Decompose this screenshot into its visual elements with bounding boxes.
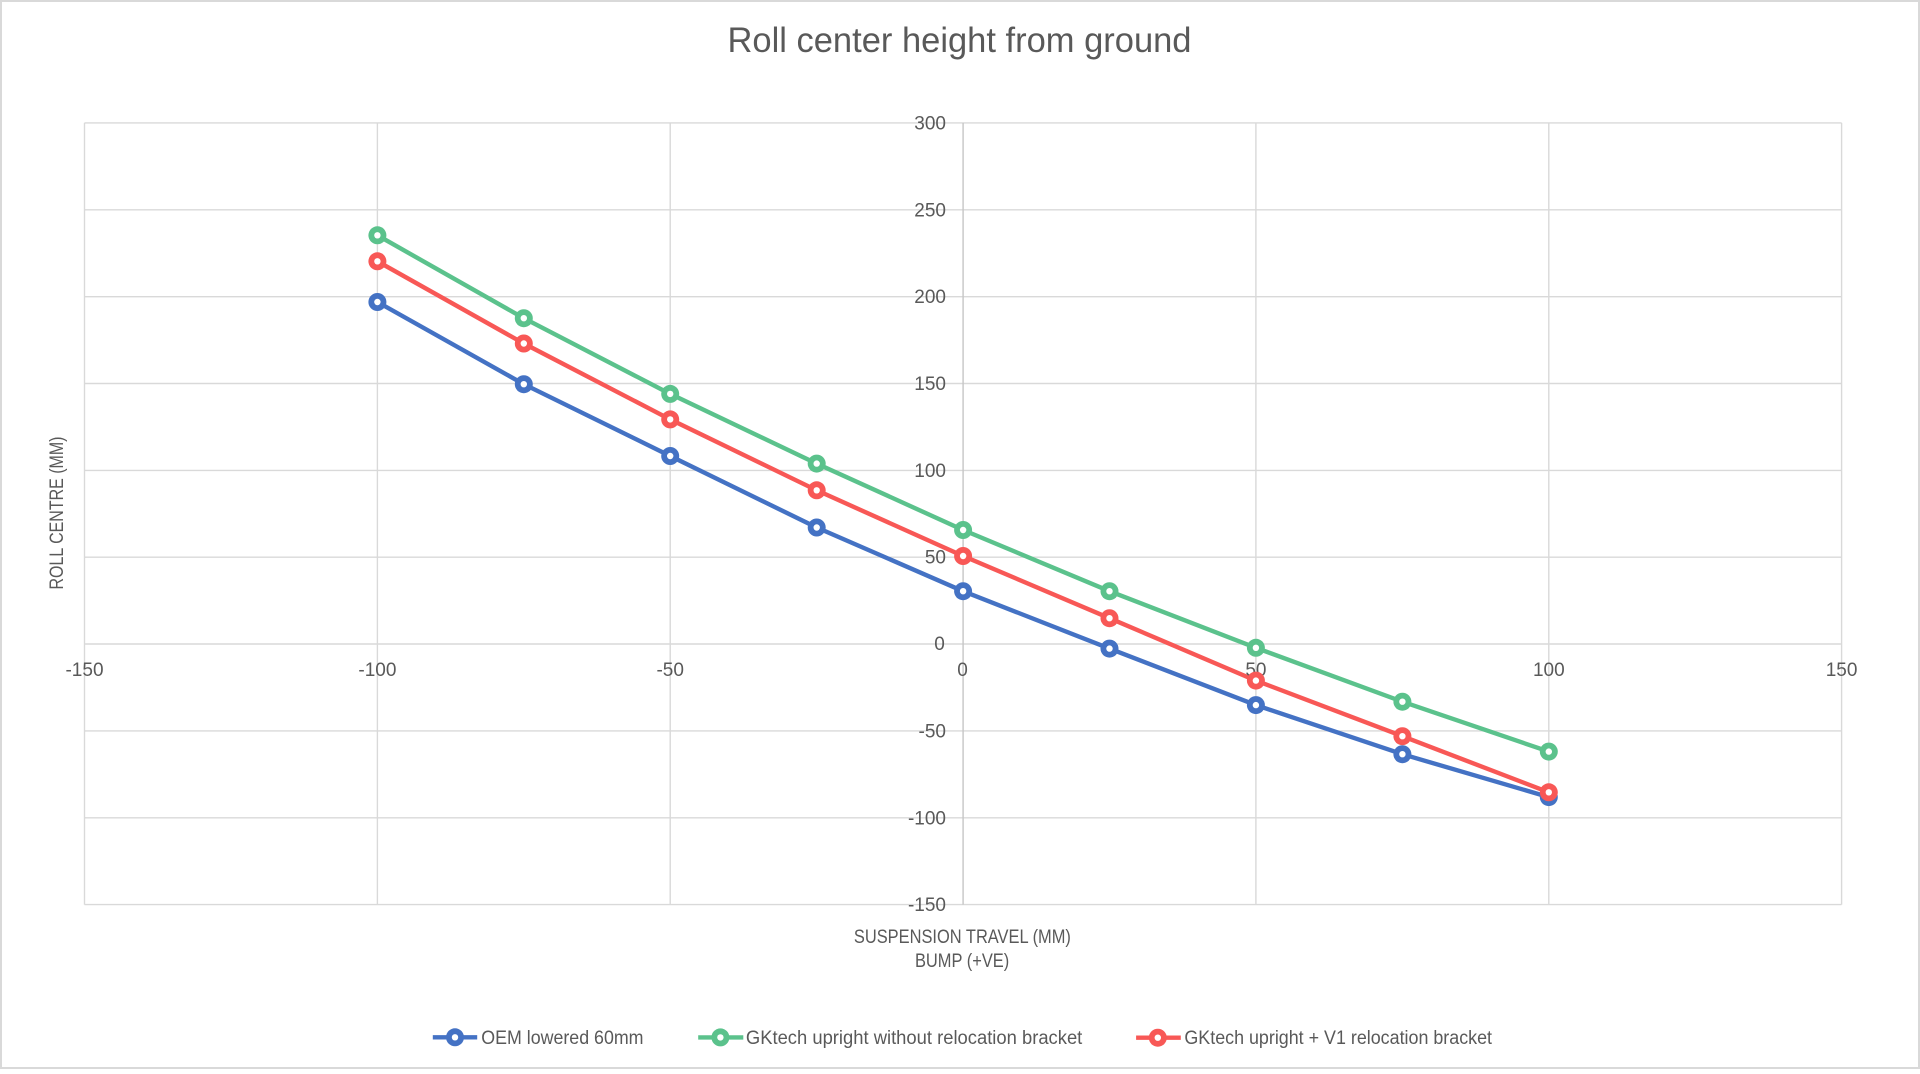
svg-text:-150: -150 <box>908 895 946 916</box>
svg-text:-100: -100 <box>358 660 396 681</box>
svg-text:-100: -100 <box>908 808 946 829</box>
svg-text:BUMP (+VE): BUMP (+VE) <box>915 950 1009 972</box>
svg-text:100: 100 <box>914 461 946 482</box>
svg-text:-50: -50 <box>656 660 683 681</box>
svg-text:100: 100 <box>1533 660 1565 681</box>
svg-text:-50: -50 <box>919 721 946 742</box>
svg-text:250: 250 <box>914 200 946 221</box>
svg-text:-150: -150 <box>65 660 103 681</box>
svg-text:50: 50 <box>925 548 946 569</box>
svg-text:GKtech upright + V1 relocation: GKtech upright + V1 relocation bracket <box>1184 1028 1492 1049</box>
svg-text:0: 0 <box>934 634 945 655</box>
svg-text:200: 200 <box>914 287 946 308</box>
svg-text:ROLL CENTRE (MM): ROLL CENTRE (MM) <box>46 437 68 590</box>
svg-text:150: 150 <box>914 374 946 395</box>
svg-text:GKtech upright without relocat: GKtech upright without relocation bracke… <box>746 1028 1083 1049</box>
svg-text:300: 300 <box>914 113 946 134</box>
svg-text:150: 150 <box>1826 660 1858 681</box>
svg-text:0: 0 <box>957 660 968 681</box>
svg-text:OEM lowered 60mm: OEM lowered 60mm <box>481 1028 643 1049</box>
svg-text:Roll center height from ground: Roll center height from ground <box>728 21 1192 60</box>
svg-text:SUSPENSION TRAVEL (MM): SUSPENSION TRAVEL (MM) <box>854 926 1071 948</box>
